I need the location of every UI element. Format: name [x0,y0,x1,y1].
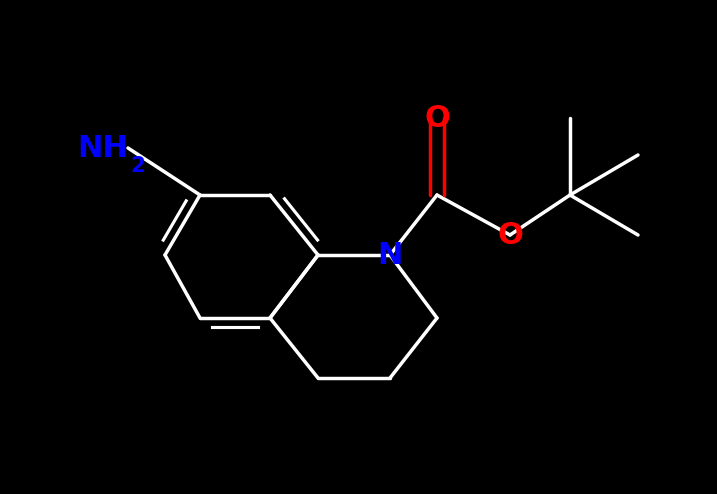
Text: O: O [497,220,523,249]
Text: 2: 2 [130,156,145,176]
Text: N: N [377,241,403,270]
Text: NH: NH [77,133,128,163]
Text: O: O [424,104,450,132]
